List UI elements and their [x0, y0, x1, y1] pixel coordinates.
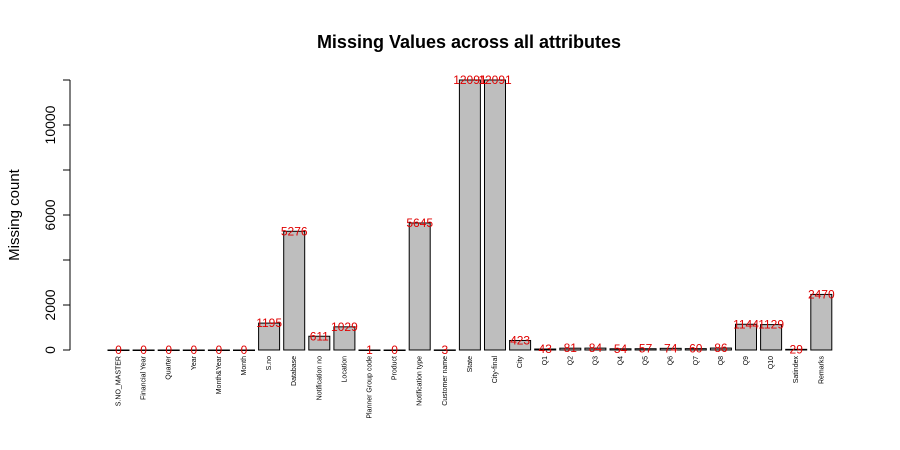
bar	[157, 349, 180, 351]
data-label: 29	[790, 342, 804, 356]
bar	[659, 347, 682, 351]
x-tick-label: Q5	[643, 356, 650, 365]
y-axis-label: Missing count	[6, 168, 23, 261]
data-label: 423	[510, 333, 530, 347]
bar	[308, 335, 331, 351]
data-label: 57	[639, 342, 653, 356]
x-tick-label: Customer name	[442, 356, 449, 406]
x-tick-label: S.no	[266, 356, 273, 371]
bar	[233, 349, 255, 351]
data-label: 54	[614, 342, 628, 356]
bar	[258, 322, 281, 351]
data-label: 1195	[256, 316, 282, 330]
y-tick-label: 0	[42, 346, 58, 354]
data-label: 0	[391, 343, 398, 357]
bar	[534, 348, 557, 351]
bar	[182, 349, 205, 351]
data-label: 1	[366, 343, 373, 357]
x-tick-label: Quarter	[166, 355, 173, 379]
data-label: 2470	[808, 287, 835, 301]
data-label: 0	[190, 343, 197, 357]
data-label: 3	[441, 343, 448, 357]
x-tick-label: State	[467, 356, 474, 372]
x-tick-labels: S.NO_MASTER Financial Year Quarter Year Mont…	[116, 355, 826, 418]
x-tick-label: Q8	[718, 356, 725, 365]
x-tick-label: Satindex	[793, 356, 800, 384]
x-tick-label: Q10	[768, 356, 775, 369]
data-label: 611	[310, 329, 329, 343]
data-label: 12091	[453, 73, 487, 87]
bar	[458, 79, 481, 351]
bar	[785, 348, 808, 351]
bar	[760, 324, 783, 351]
bar	[609, 348, 632, 351]
x-tick-label: Q7	[693, 356, 700, 365]
bar	[810, 293, 833, 351]
data-label: 81	[564, 341, 578, 355]
x-tick-label: City-final	[492, 356, 499, 384]
x-tick-label: Remarks	[818, 356, 825, 385]
data-label: 5645	[406, 216, 433, 230]
data-label: 1144	[733, 317, 759, 331]
x-tick-label: Notification no	[316, 356, 323, 400]
x-tick-label: Q9	[743, 356, 750, 365]
bar	[684, 348, 707, 351]
x-tick-label: Q4	[618, 356, 625, 365]
bar	[584, 347, 607, 351]
bar	[484, 79, 506, 351]
data-label: 43	[539, 342, 553, 356]
data-label: 0	[115, 343, 122, 357]
y-tick-label: 6000	[42, 199, 58, 230]
bar	[433, 349, 456, 351]
x-tick-label: Year	[191, 355, 198, 370]
bar	[283, 230, 306, 351]
data-label: 1129	[758, 318, 784, 332]
data-label: 0	[216, 343, 223, 357]
bar	[509, 339, 532, 351]
x-tick-label: S.NO_MASTER	[116, 356, 123, 406]
bar	[358, 349, 381, 351]
data-label: 86	[714, 341, 728, 355]
bar	[408, 222, 431, 351]
data-label: 5276	[281, 224, 308, 238]
bar	[333, 326, 356, 351]
bar	[735, 323, 757, 351]
data-label: 74	[664, 341, 678, 355]
data-label: 1029	[331, 320, 358, 334]
x-tick-label: Database	[291, 356, 298, 386]
bar	[383, 349, 406, 351]
x-tick-label: City	[517, 356, 524, 369]
x-tick-label: Q6	[668, 356, 675, 365]
data-label: 0	[241, 343, 248, 357]
y-tick-label: 10000	[42, 105, 58, 144]
data-label: 84	[589, 341, 603, 355]
data-label: 12091	[478, 73, 512, 87]
data-label: 0	[140, 343, 147, 357]
data-label: 60	[689, 342, 703, 356]
x-tick-label: Q1	[542, 356, 549, 365]
bar	[709, 347, 732, 351]
x-tick-label: Product	[392, 356, 399, 380]
bar	[634, 348, 657, 351]
x-tick-label: Q2	[567, 356, 574, 365]
data-label: 0	[165, 343, 172, 357]
x-tick-label: Month&Year	[216, 355, 223, 394]
x-tick-label: Month	[241, 356, 248, 376]
x-tick-label: Location	[341, 356, 348, 383]
chart-title: Missing Values across all attributes	[317, 32, 621, 52]
bar	[107, 349, 130, 351]
x-tick-label: Planner Group code	[367, 356, 374, 419]
x-tick-label: Notification type	[417, 356, 424, 406]
bar	[207, 349, 230, 351]
x-tick-label: Financial Year	[141, 355, 148, 400]
y-axis: 0 2000 6000 10000	[42, 79, 71, 354]
bar	[132, 349, 155, 351]
bar	[559, 347, 582, 351]
x-tick-label: Q3	[592, 356, 599, 365]
bars	[107, 79, 833, 351]
y-tick-label: 2000	[42, 289, 58, 320]
